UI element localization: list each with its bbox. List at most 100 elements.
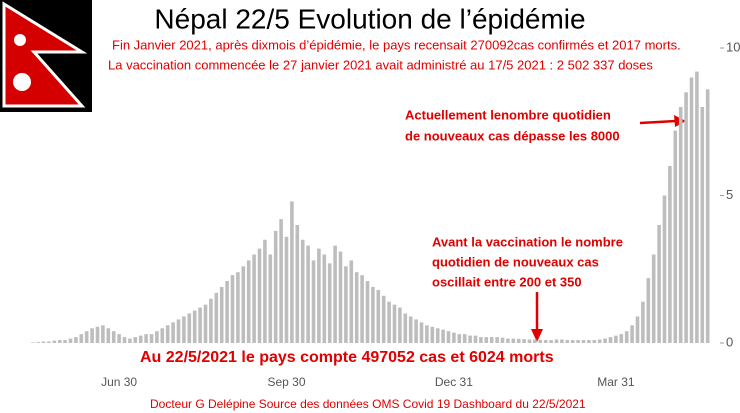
bar: [371, 286, 375, 343]
x-tick-label: Dec 31: [435, 375, 473, 389]
bar: [592, 340, 597, 343]
bar: [522, 339, 526, 343]
flag: [0, 0, 92, 112]
bar: [155, 331, 159, 343]
bar: [446, 331, 451, 343]
bar: [597, 339, 602, 343]
bar: [176, 319, 181, 343]
bar: [165, 325, 170, 343]
bar: [452, 332, 456, 343]
bar: [322, 254, 327, 343]
bar: [538, 340, 543, 343]
bar: [360, 275, 364, 343]
bar: [414, 319, 418, 343]
bar: [662, 195, 667, 343]
bar: [263, 239, 267, 343]
bar: [376, 289, 381, 343]
bar: [182, 316, 186, 343]
bar: [90, 328, 94, 343]
source: Docteur G Delépine Source des données OM…: [150, 397, 586, 411]
bar: [57, 340, 62, 343]
bar: [344, 266, 348, 343]
subtitle: Fin Janvier 2021, après dixmois d’épidém…: [112, 37, 681, 52]
bar: [419, 322, 424, 343]
subtitle: La vaccination commencée le 27 janvier 2…: [108, 57, 653, 72]
bar: [273, 230, 278, 343]
bar: [30, 342, 35, 343]
bar: [311, 260, 316, 343]
bar: [106, 328, 111, 343]
bar: [241, 266, 246, 343]
bar: [290, 201, 294, 343]
bar: [257, 248, 262, 343]
bar: [533, 339, 537, 343]
bar: [79, 334, 84, 343]
bar: [349, 260, 354, 343]
bar: [209, 298, 213, 343]
annotation: Avant la vaccination le nombre: [432, 234, 623, 249]
bar: [41, 341, 46, 343]
bar: [354, 272, 359, 343]
bar: [192, 310, 197, 343]
bar: [403, 313, 408, 343]
bar: [365, 281, 370, 343]
y-tick-label: 5: [726, 187, 733, 202]
bar: [527, 339, 532, 343]
bar: [646, 278, 651, 343]
bar: [603, 338, 607, 343]
bar: [63, 340, 67, 343]
y-tick-label: 10: [726, 39, 740, 54]
bar: [511, 338, 516, 343]
bar: [122, 337, 127, 343]
bar: [479, 337, 483, 343]
bar: [651, 254, 656, 343]
bar: [543, 340, 548, 343]
bar: [128, 338, 132, 343]
bar: [171, 322, 175, 343]
bar: [101, 325, 105, 343]
bar: [203, 304, 208, 343]
x-tick-label: Mar 31: [597, 375, 635, 389]
y-tick-label: 0: [726, 334, 733, 349]
bar: [430, 326, 435, 343]
bar: [500, 337, 505, 343]
bar: [695, 71, 699, 343]
bar: [338, 251, 343, 343]
bar: [300, 239, 305, 343]
bar: [581, 340, 586, 343]
bar: [230, 275, 235, 343]
bar: [560, 339, 564, 343]
bar: [268, 254, 273, 343]
bar: [668, 166, 672, 343]
bar: [214, 292, 219, 343]
bar: [327, 263, 332, 343]
bar: [333, 245, 337, 343]
bar: [516, 338, 521, 343]
bar: [279, 219, 283, 343]
bar: [295, 225, 300, 343]
bar: [635, 316, 640, 343]
bar: [614, 335, 618, 343]
bar: [565, 340, 570, 343]
bar: [700, 107, 705, 343]
bar: [160, 328, 165, 343]
bar: [495, 337, 499, 343]
bar: [673, 130, 678, 343]
bar: [570, 340, 575, 343]
bar: [381, 295, 386, 343]
bar: [117, 334, 121, 343]
bar: [408, 316, 413, 343]
bar: [489, 337, 494, 343]
bar: [74, 337, 78, 343]
bar: [425, 325, 429, 343]
bar: [187, 313, 192, 343]
bar: [387, 301, 391, 343]
bar: [468, 335, 472, 343]
bar: [111, 331, 116, 343]
bar: [457, 334, 462, 343]
bar: [198, 307, 202, 343]
bar: [306, 245, 310, 343]
bar: [52, 340, 57, 343]
bar: [68, 338, 73, 343]
